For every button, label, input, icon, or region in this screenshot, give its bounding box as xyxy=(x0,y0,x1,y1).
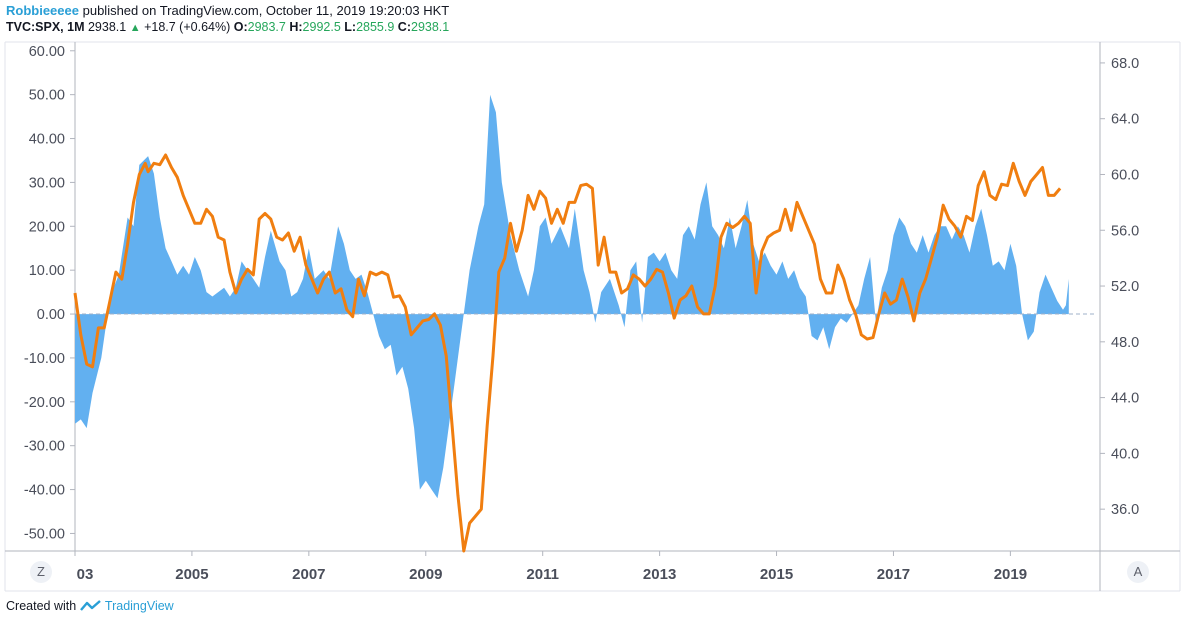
footer: Created with TradingView xyxy=(6,599,174,613)
low-label: L: xyxy=(344,20,357,34)
left-tick-label: 30.00 xyxy=(29,175,65,191)
symbol-label: TVC:SPX, 1M xyxy=(6,20,85,34)
left-tick-label: -10.00 xyxy=(24,351,65,367)
left-tick-label: 20.00 xyxy=(29,219,65,235)
left-tick-label: -50.00 xyxy=(24,526,65,542)
area-series xyxy=(75,94,1069,499)
left-tick-label: -40.00 xyxy=(24,483,65,499)
x-tick-label: 2009 xyxy=(409,566,442,583)
auto-scale-button[interactable]: A xyxy=(1127,561,1149,583)
x-tick-label: 2005 xyxy=(175,566,208,583)
right-tick-label: 64.0 xyxy=(1111,112,1139,128)
open-value: 2983.7 xyxy=(247,20,286,34)
left-tick-label: -30.00 xyxy=(24,439,65,455)
tradingview-logo-icon xyxy=(79,599,105,613)
chart-frame xyxy=(4,41,1181,592)
x-tick-label: 2017 xyxy=(877,566,910,583)
author-name[interactable]: Robbieeeee xyxy=(6,3,79,18)
right-tick-label: 68.0 xyxy=(1111,56,1139,72)
right-tick-label: 44.0 xyxy=(1111,391,1139,407)
right-tick-label: 40.0 xyxy=(1111,446,1139,462)
high-value: 2992.5 xyxy=(302,20,341,34)
price-change: +18.7 (+0.64%) xyxy=(144,20,231,34)
low-value: 2855.9 xyxy=(356,20,395,34)
up-arrow-icon: ▲ xyxy=(129,22,141,34)
left-tick-label: 50.00 xyxy=(29,88,65,104)
left-tick-label: -20.00 xyxy=(24,395,65,411)
x-tick-label: 2015 xyxy=(760,566,793,583)
right-tick-label: 56.0 xyxy=(1111,223,1139,239)
open-label: O: xyxy=(233,20,248,34)
published-text: published on TradingView.com, October 11… xyxy=(82,3,450,18)
publisher-line: Robbieeeee published on TradingView.com,… xyxy=(6,2,449,19)
x-tick-label: 2013 xyxy=(643,566,676,583)
quote-bar: TVC:SPX, 1M 2938.1 ▲ +18.7 (+0.64%) O:29… xyxy=(6,19,449,37)
x-tick-label: 03 xyxy=(77,566,94,583)
right-tick-label: 48.0 xyxy=(1111,335,1139,351)
right-tick-label: 36.0 xyxy=(1111,502,1139,518)
left-tick-label: 0.00 xyxy=(37,307,65,323)
created-with-text: Created with xyxy=(6,599,77,613)
high-label: H: xyxy=(289,20,303,34)
left-tick-label: 60.00 xyxy=(29,44,65,60)
close-value: 2938.1 xyxy=(411,20,450,34)
last-price: 2938.1 xyxy=(87,20,127,34)
close-label: C: xyxy=(397,20,411,34)
scale-z-button[interactable]: Z xyxy=(30,561,52,583)
right-tick-label: 60.0 xyxy=(1111,167,1139,183)
x-tick-label: 2019 xyxy=(994,566,1027,583)
x-tick-label: 2011 xyxy=(526,566,559,583)
line-series xyxy=(73,153,1062,553)
tradingview-brand[interactable]: TradingView xyxy=(104,599,174,613)
left-tick-label: 10.00 xyxy=(29,263,65,279)
left-tick-label: 40.00 xyxy=(29,132,65,148)
right-tick-label: 52.0 xyxy=(1111,279,1139,295)
x-tick-label: 2007 xyxy=(292,566,325,583)
